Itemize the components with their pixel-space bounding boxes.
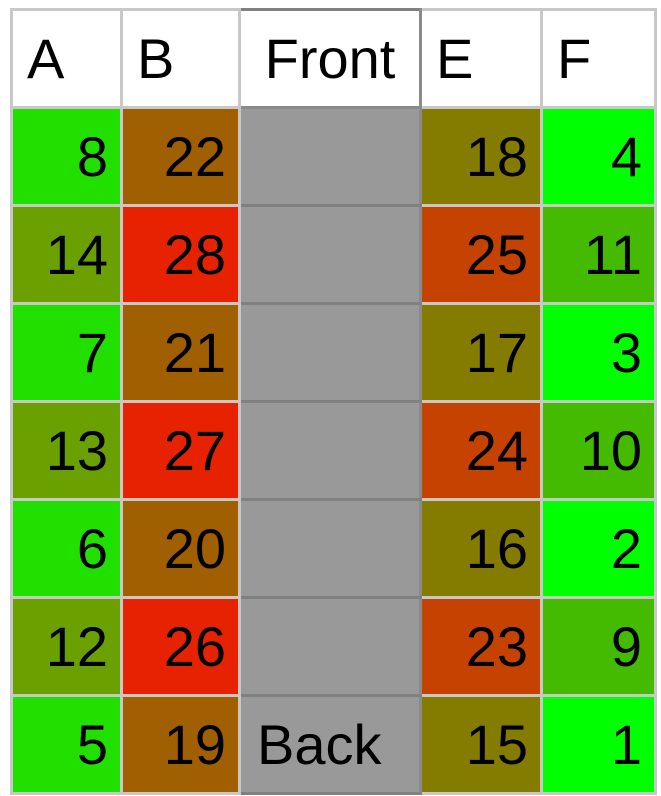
column-header-b: B [120, 8, 241, 109]
aisle-back-label: Back [238, 694, 422, 795]
seat-cell-a: 13 [10, 400, 123, 501]
seat-cell-e: 25 [419, 204, 543, 305]
aisle-cell [238, 498, 422, 599]
seat-cell-f: 10 [540, 400, 657, 501]
column-header-f: F [540, 8, 657, 109]
seat-cell-f: 4 [540, 106, 657, 207]
seat-row: 8 22 18 4 [10, 106, 657, 207]
seat-cell-b: 28 [120, 204, 241, 305]
seat-cell-f: 3 [540, 302, 657, 403]
seat-row: 14 28 25 11 [10, 204, 657, 305]
seat-cell-a: 8 [10, 106, 123, 207]
seat-map-table: A B Front E F 8 22 18 4 14 28 25 11 7 21 17 3 13 27 24… [10, 8, 657, 795]
seat-cell-e: 16 [419, 498, 543, 599]
seat-cell-e: 24 [419, 400, 543, 501]
aisle-cell [238, 204, 422, 305]
seat-row: 7 21 17 3 [10, 302, 657, 403]
seat-cell-a: 7 [10, 302, 123, 403]
seat-cell-e: 23 [419, 596, 543, 697]
seat-cell-f: 1 [540, 694, 657, 795]
column-header-a: A [10, 8, 123, 109]
seat-cell-b: 20 [120, 498, 241, 599]
seat-cell-f: 2 [540, 498, 657, 599]
seat-cell-a: 12 [10, 596, 123, 697]
aisle-cell [238, 596, 422, 697]
aisle-cell [238, 400, 422, 501]
seat-cell-b: 19 [120, 694, 241, 795]
seat-cell-f: 11 [540, 204, 657, 305]
seat-row: 13 27 24 10 [10, 400, 657, 501]
column-header-e: E [419, 8, 543, 109]
aisle-cell [238, 106, 422, 207]
header-row: A B Front E F [10, 8, 657, 109]
seat-row: 12 26 23 9 [10, 596, 657, 697]
seat-cell-b: 22 [120, 106, 241, 207]
seat-cell-e: 15 [419, 694, 543, 795]
seat-cell-b: 27 [120, 400, 241, 501]
seat-cell-e: 18 [419, 106, 543, 207]
seat-row: 6 20 16 2 [10, 498, 657, 599]
seat-cell-b: 21 [120, 302, 241, 403]
seat-cell-e: 17 [419, 302, 543, 403]
aisle-cell [238, 302, 422, 403]
aisle-header-front: Front [238, 8, 422, 109]
seat-cell-b: 26 [120, 596, 241, 697]
seat-cell-a: 14 [10, 204, 123, 305]
seat-cell-a: 5 [10, 694, 123, 795]
seat-row: 5 19 Back 15 1 [10, 694, 657, 795]
seat-cell-a: 6 [10, 498, 123, 599]
seat-cell-f: 9 [540, 596, 657, 697]
